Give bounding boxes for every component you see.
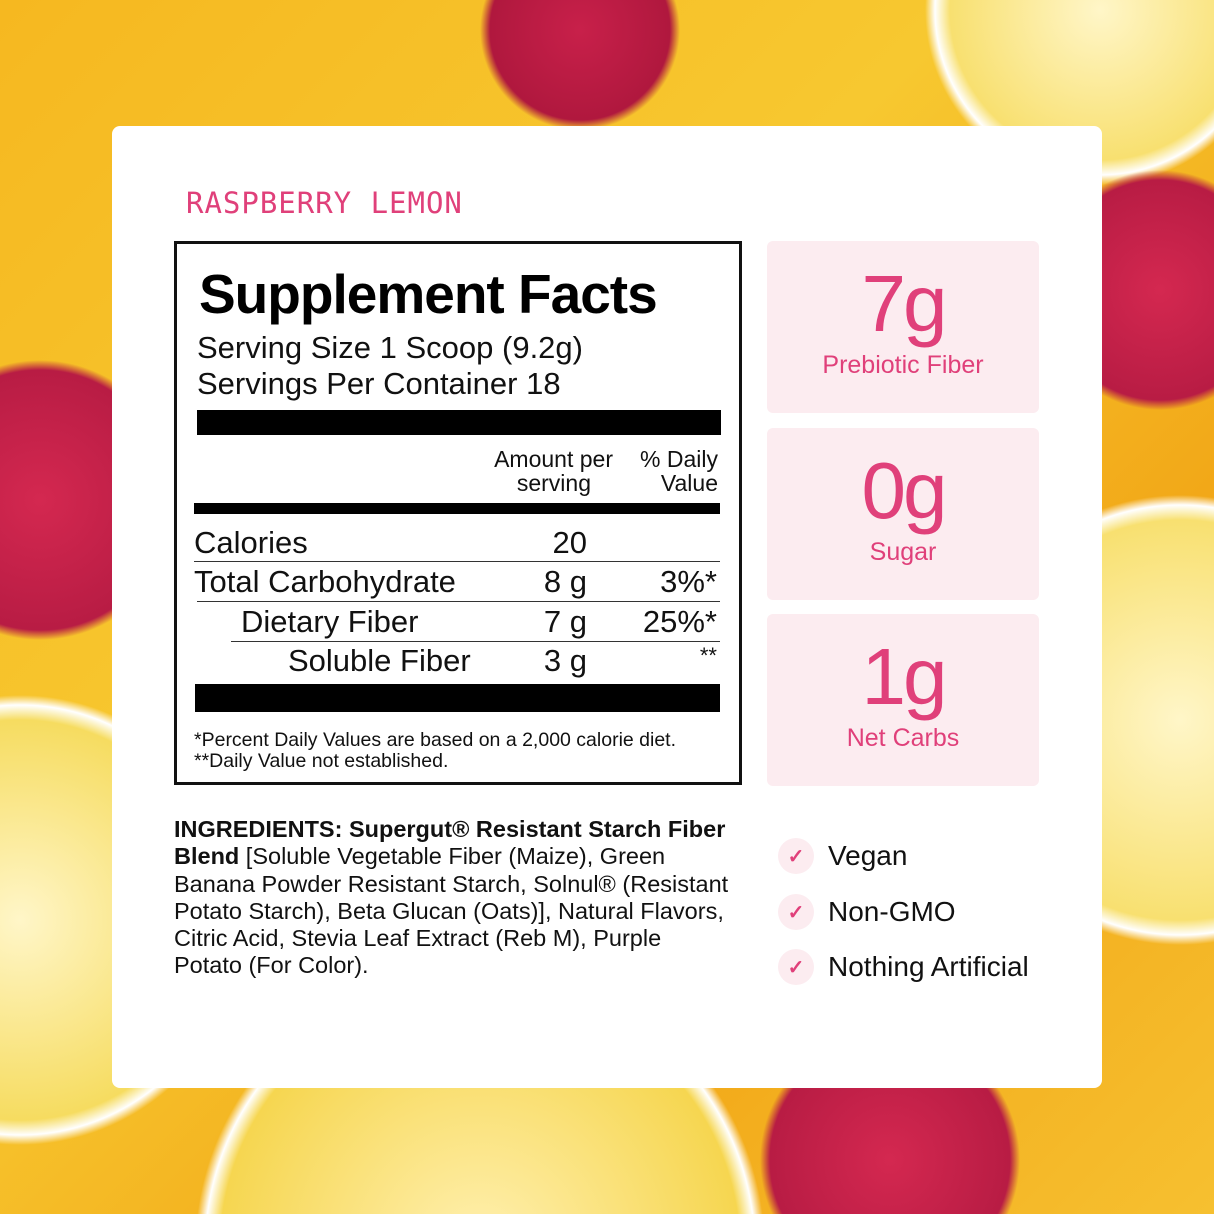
- stat-label: Prebiotic Fiber: [822, 351, 984, 379]
- dv-header: % Daily Value: [640, 447, 718, 495]
- servings-per-container: Servings Per Container 18: [197, 366, 561, 401]
- row-fiber-name: Dietary Fiber: [241, 604, 419, 639]
- rule: [197, 601, 720, 602]
- footnotes: *Percent Daily Values are based on a 2,0…: [194, 730, 676, 772]
- row-soluble-dv: **: [699, 643, 717, 668]
- badge-nothing-artificial: ✓ Nothing Artificial: [778, 949, 1029, 985]
- row-soluble-name: Soluble Fiber: [288, 643, 471, 678]
- amount-header-line2: serving: [516, 470, 591, 496]
- badge-vegan: ✓ Vegan: [778, 838, 907, 874]
- supplement-facts-panel: Supplement Facts Serving Size 1 Scoop (9…: [174, 241, 742, 785]
- ingredients: INGREDIENTS: Supergut® Resistant Starch …: [174, 816, 734, 980]
- dv-header-line2: Value: [660, 470, 718, 496]
- flavor-name: RASPBERRY LEMON: [186, 186, 463, 220]
- serving-size: Serving Size 1 Scoop (9.2g): [197, 330, 583, 365]
- divider-thick: [197, 410, 721, 435]
- badge-label: Non-GMO: [828, 896, 956, 927]
- row-fiber-amount: 7 g: [543, 604, 587, 639]
- rule: [194, 561, 720, 562]
- stat-value: 1g: [861, 632, 948, 721]
- ingredients-list: [Soluble Vegetable Fiber (Maize), Green …: [174, 843, 729, 979]
- stat-net-carbs: 1g Net Carbs: [767, 614, 1039, 786]
- row-calories-amount: 20: [552, 525, 587, 560]
- amount-header-line1: Amount per: [494, 446, 613, 472]
- stat-label: Sugar: [869, 538, 937, 566]
- row-carb-amount: 8 g: [543, 564, 587, 599]
- check-icon: ✓: [778, 949, 814, 985]
- row-carb-dv: 3%*: [660, 564, 717, 599]
- row-carb-name: Total Carbohydrate: [194, 564, 456, 599]
- row-calories-name: Calories: [194, 525, 308, 560]
- footnote-not-established: **Daily Value not established.: [194, 750, 449, 772]
- stat-prebiotic-fiber: 7g Prebiotic Fiber: [767, 241, 1039, 413]
- badge-non-gmo: ✓ Non-GMO: [778, 894, 956, 930]
- divider-thick-bottom: [195, 684, 720, 712]
- check-icon: ✓: [778, 894, 814, 930]
- badge-label: Vegan: [828, 840, 908, 871]
- row-fiber-dv: 25%*: [642, 604, 717, 639]
- row-soluble-amount: 3 g: [543, 643, 587, 678]
- stat-sugar: 0g Sugar: [767, 428, 1039, 600]
- stat-value: 7g: [861, 259, 948, 348]
- divider-medium: [194, 503, 720, 514]
- stat-value: 0g: [861, 446, 948, 535]
- badge-label: Nothing Artificial: [828, 951, 1029, 982]
- rule: [231, 641, 720, 642]
- footnote-dv: *Percent Daily Values are based on a 2,0…: [194, 729, 677, 751]
- ingredients-heading: INGREDIENTS: Supergut® Resistant Starch …: [174, 816, 726, 870]
- stat-label: Net Carbs: [846, 724, 960, 752]
- dv-header-line1: % Daily: [640, 446, 718, 472]
- check-icon: ✓: [778, 838, 814, 874]
- amount-header: Amount per serving: [494, 447, 613, 495]
- facts-title: Supplement Facts: [199, 263, 658, 325]
